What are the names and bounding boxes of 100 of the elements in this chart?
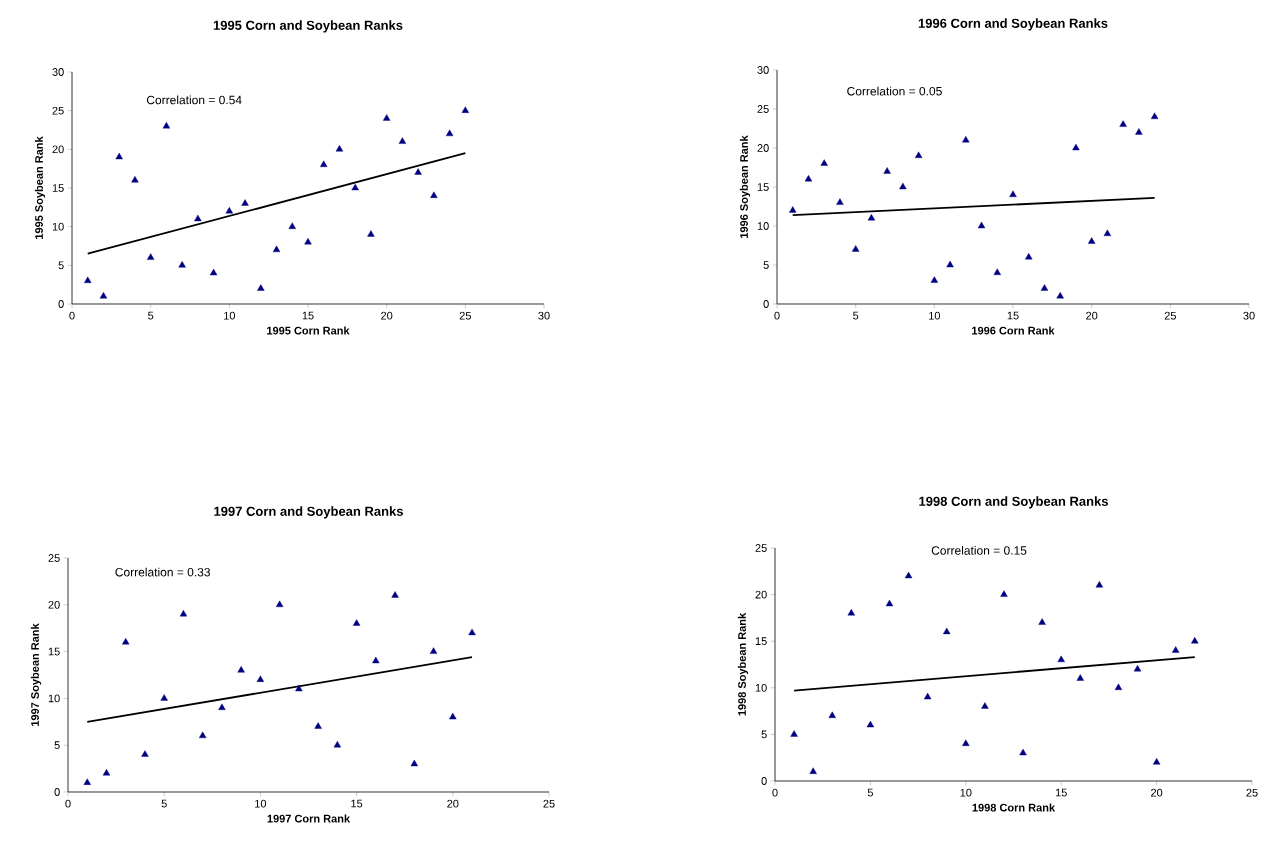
point — [445, 129, 454, 137]
x-tick-label: 5 — [161, 799, 167, 808]
point — [962, 739, 970, 746]
point — [367, 230, 375, 237]
point — [295, 684, 303, 692]
point — [790, 730, 798, 737]
point — [461, 106, 469, 113]
y-axis-title: 1996 Soybean Rank — [739, 135, 751, 238]
point — [1056, 292, 1064, 299]
x-tick-label: 30 — [538, 311, 550, 320]
point — [122, 638, 130, 645]
x-tick-label: 0 — [774, 311, 780, 320]
point — [1025, 252, 1033, 260]
y-tick-label: 0 — [58, 300, 64, 308]
point — [1000, 590, 1008, 597]
annotation: Correlation = 0.15 — [931, 545, 1027, 555]
point — [83, 778, 91, 785]
x-tick-label: 5 — [853, 311, 859, 320]
y-axis-title: 1995 Soybean Rank — [34, 136, 46, 239]
point — [383, 114, 391, 121]
annotation: Correlation = 0.05 — [847, 86, 942, 96]
point — [178, 261, 186, 268]
point — [237, 666, 245, 673]
point — [314, 722, 322, 729]
x-tick-label: 0 — [69, 311, 75, 320]
y-tick-label: 15 — [757, 183, 769, 191]
point — [272, 245, 281, 253]
y-tick-label: 25 — [755, 544, 767, 552]
point — [1019, 748, 1027, 756]
point — [1072, 143, 1080, 151]
point — [852, 245, 860, 252]
x-tick-label: 20 — [447, 799, 459, 808]
point — [304, 237, 312, 245]
point — [241, 199, 249, 206]
y-tick-label: 5 — [763, 261, 769, 269]
point — [398, 137, 407, 144]
point — [99, 292, 108, 299]
point — [1057, 655, 1065, 663]
point — [335, 145, 344, 152]
point — [885, 599, 894, 607]
point — [828, 711, 836, 718]
annotation: Correlation = 0.33 — [115, 567, 210, 577]
x-tick-label: 25 — [459, 311, 471, 320]
y-tick-label: 10 — [52, 222, 64, 231]
y-tick-label: 15 — [52, 184, 64, 192]
x-tick-label: 20 — [1086, 311, 1098, 320]
point — [160, 694, 168, 701]
x-tick-label: 15 — [302, 311, 314, 320]
point — [981, 702, 989, 709]
x-axis-title: 1998 Corn Rank — [972, 803, 1056, 812]
x-tick-label: 0 — [772, 788, 778, 797]
point — [225, 206, 233, 214]
point — [1088, 237, 1096, 244]
point — [904, 571, 913, 579]
point — [809, 767, 817, 774]
point — [836, 198, 844, 205]
x-tick-label: 10 — [929, 311, 941, 320]
y-tick-label: 30 — [757, 66, 769, 74]
point — [449, 712, 457, 720]
point — [1076, 674, 1084, 681]
point — [115, 152, 123, 160]
point — [1152, 758, 1161, 765]
point — [430, 191, 438, 198]
y-tick-label: 20 — [48, 600, 60, 609]
point — [199, 731, 207, 739]
point — [993, 268, 1001, 275]
x-tick-label: 20 — [381, 311, 393, 320]
y-tick-label: 30 — [52, 68, 64, 76]
point — [847, 609, 855, 616]
point — [194, 214, 202, 222]
point — [84, 276, 92, 283]
point — [429, 647, 438, 654]
point — [320, 160, 328, 167]
x-tick-label: 30 — [1243, 311, 1255, 320]
y-tick-label: 0 — [763, 300, 769, 308]
point — [1040, 284, 1049, 291]
y-axis-title: 1997 Soybean Rank — [30, 623, 42, 726]
point — [1133, 664, 1142, 672]
x-tick-label: 5 — [867, 788, 873, 797]
point — [820, 159, 828, 166]
x-tick-label: 15 — [351, 799, 363, 808]
y-tick-label: 10 — [757, 222, 769, 230]
x-axis-title: 1997 Corn Rank — [267, 814, 351, 823]
chart-title: 1997 Corn and Soybean Ranks — [214, 506, 403, 519]
point — [333, 741, 342, 748]
point — [946, 260, 954, 268]
y-tick-label: 20 — [755, 590, 767, 599]
point — [899, 182, 907, 190]
point — [867, 213, 876, 221]
y-tick-label: 15 — [755, 637, 767, 646]
y-tick-label: 5 — [761, 730, 767, 739]
x-tick-label: 15 — [1055, 788, 1067, 797]
point — [962, 136, 970, 143]
point — [1095, 581, 1104, 588]
point — [943, 627, 951, 635]
x-axis-title: 1995 Corn Rank — [267, 326, 350, 335]
point — [391, 591, 399, 598]
point — [804, 174, 813, 182]
point — [468, 628, 476, 636]
point — [1150, 112, 1159, 119]
